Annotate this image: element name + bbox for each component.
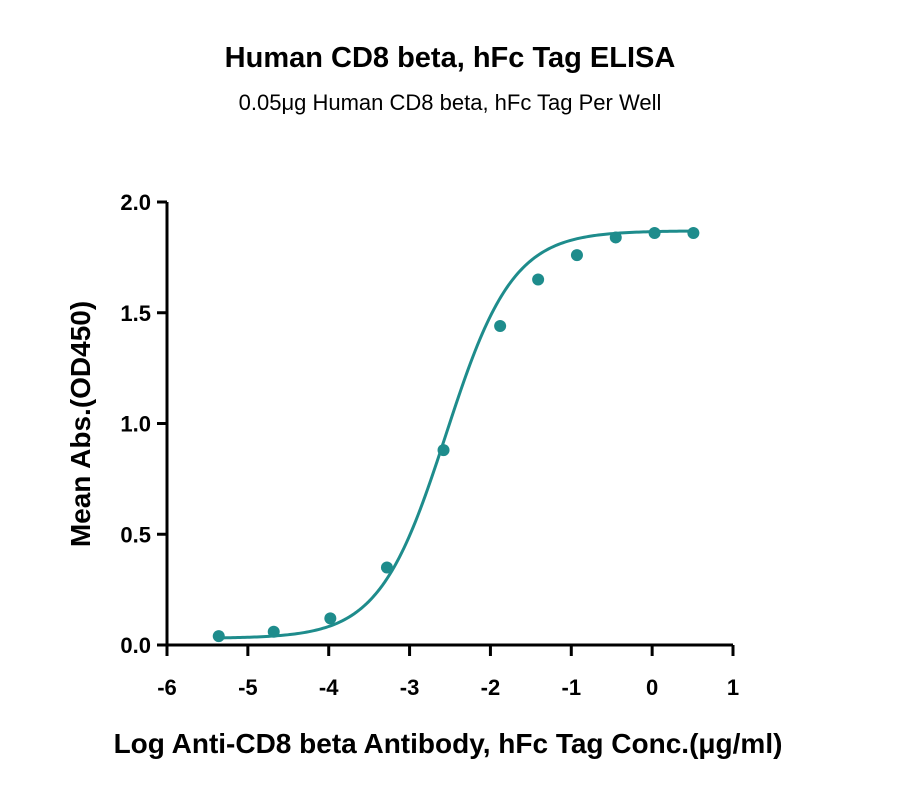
chart-subtitle: 0.05μg Human CD8 beta, hFc Tag Per Well (239, 90, 662, 115)
data-point (380, 561, 393, 574)
x-tick-label: 0 (646, 675, 658, 700)
data-point (437, 444, 450, 457)
y-tick-label: 0.5 (120, 522, 151, 547)
fit-curve (218, 229, 694, 640)
x-tick-label: 1 (727, 675, 739, 700)
chart-title: Human CD8 beta, hFc Tag ELISA (225, 42, 676, 74)
y-tick-label: 0.0 (120, 633, 151, 658)
x-tick-label: -4 (319, 675, 339, 700)
data-point (648, 227, 661, 240)
x-tick-label: -1 (562, 675, 582, 700)
data-point (494, 320, 507, 333)
x-tick-label: -6 (157, 675, 177, 700)
data-point (324, 612, 337, 625)
x-axis-label: Log Anti-CD8 beta Antibody, hFc Tag Conc… (114, 728, 783, 759)
y-axis-label: Mean Abs.(OD450) (65, 301, 96, 547)
y-tick-label: 2.0 (120, 190, 151, 215)
x-tick-label: -2 (481, 675, 501, 700)
data-point (570, 249, 583, 262)
data-point (609, 231, 622, 244)
x-tick-label: -5 (238, 675, 258, 700)
data-point (212, 630, 225, 643)
data-point (267, 625, 280, 638)
y-tick-label: 1.5 (120, 301, 151, 326)
y-tick-label: 1.0 (120, 412, 151, 437)
data-point (532, 273, 545, 286)
data-point (687, 227, 700, 240)
x-tick-label: -3 (400, 675, 420, 700)
